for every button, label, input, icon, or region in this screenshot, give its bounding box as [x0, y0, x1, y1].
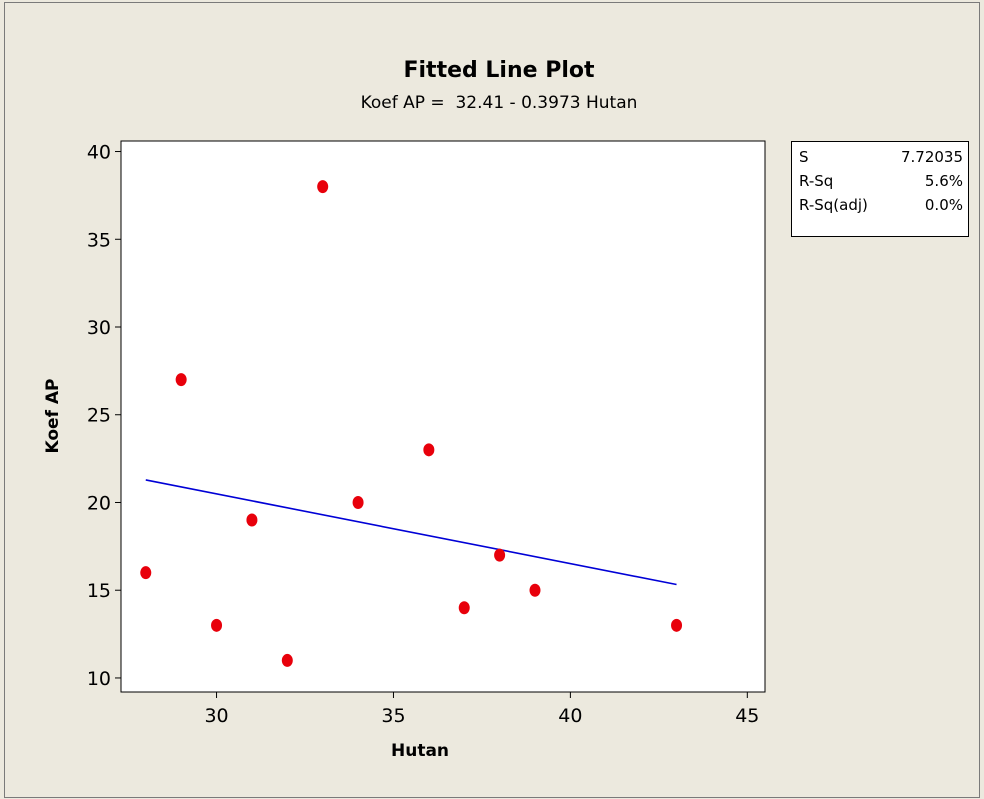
plot-area: [120, 140, 766, 693]
stats-label: R-Sq(adj): [799, 196, 868, 214]
stats-row-rsq-adj: R-Sq(adj) 0.0%: [792, 193, 968, 217]
stats-label: S: [799, 148, 809, 166]
fit-line-layer: [145, 479, 677, 586]
stats-value: 5.6%: [924, 172, 963, 190]
data-point: [458, 601, 470, 615]
x-tick-label: 40: [558, 705, 582, 727]
data-point: [352, 495, 364, 509]
y-tick-label: 35: [87, 229, 111, 251]
data-point: [671, 618, 683, 632]
y-tick-label: 10: [87, 668, 111, 690]
y-tick-label: 40: [87, 142, 111, 164]
y-tick-label: 15: [87, 580, 111, 602]
x-tick-label: 45: [735, 705, 759, 727]
chart-subtitle: Koef AP = 32.41 - 0.3973 Hutan: [361, 93, 638, 113]
x-tick-label: 35: [381, 705, 405, 727]
regression-stats-box: S 7.72035 R-Sq 5.6% R-Sq(adj) 0.0%: [791, 141, 969, 237]
x-axis: 30 35 40 45: [204, 692, 759, 727]
stats-label: R-Sq: [799, 172, 834, 190]
fit-line: [145, 479, 677, 586]
data-point: [317, 180, 329, 194]
x-tick-label: 30: [204, 705, 228, 727]
stats-row-s: S 7.72035: [792, 145, 968, 169]
data-point: [211, 618, 223, 632]
y-tick-label: 20: [87, 492, 111, 514]
points-layer: [140, 180, 683, 667]
stats-value: 7.72035: [900, 148, 963, 166]
data-point: [423, 443, 435, 457]
data-point: [529, 583, 541, 597]
y-tick-label: 30: [87, 317, 111, 339]
data-point: [175, 373, 187, 387]
stats-row-rsq: R-Sq 5.6%: [792, 169, 968, 193]
y-axis: 10 15 20 25 30 35 40: [87, 142, 121, 690]
data-point: [281, 653, 293, 667]
y-tick-label: 25: [87, 405, 111, 427]
chart-title: Fitted Line Plot: [403, 58, 595, 83]
data-point: [246, 513, 258, 527]
y-axis-label: Koef AP: [43, 378, 63, 453]
x-axis-label: Hutan: [391, 741, 449, 761]
stats-value: 0.0%: [924, 196, 963, 214]
figure-frame: [4, 2, 980, 798]
data-point: [140, 566, 152, 580]
data-point: [494, 548, 506, 562]
